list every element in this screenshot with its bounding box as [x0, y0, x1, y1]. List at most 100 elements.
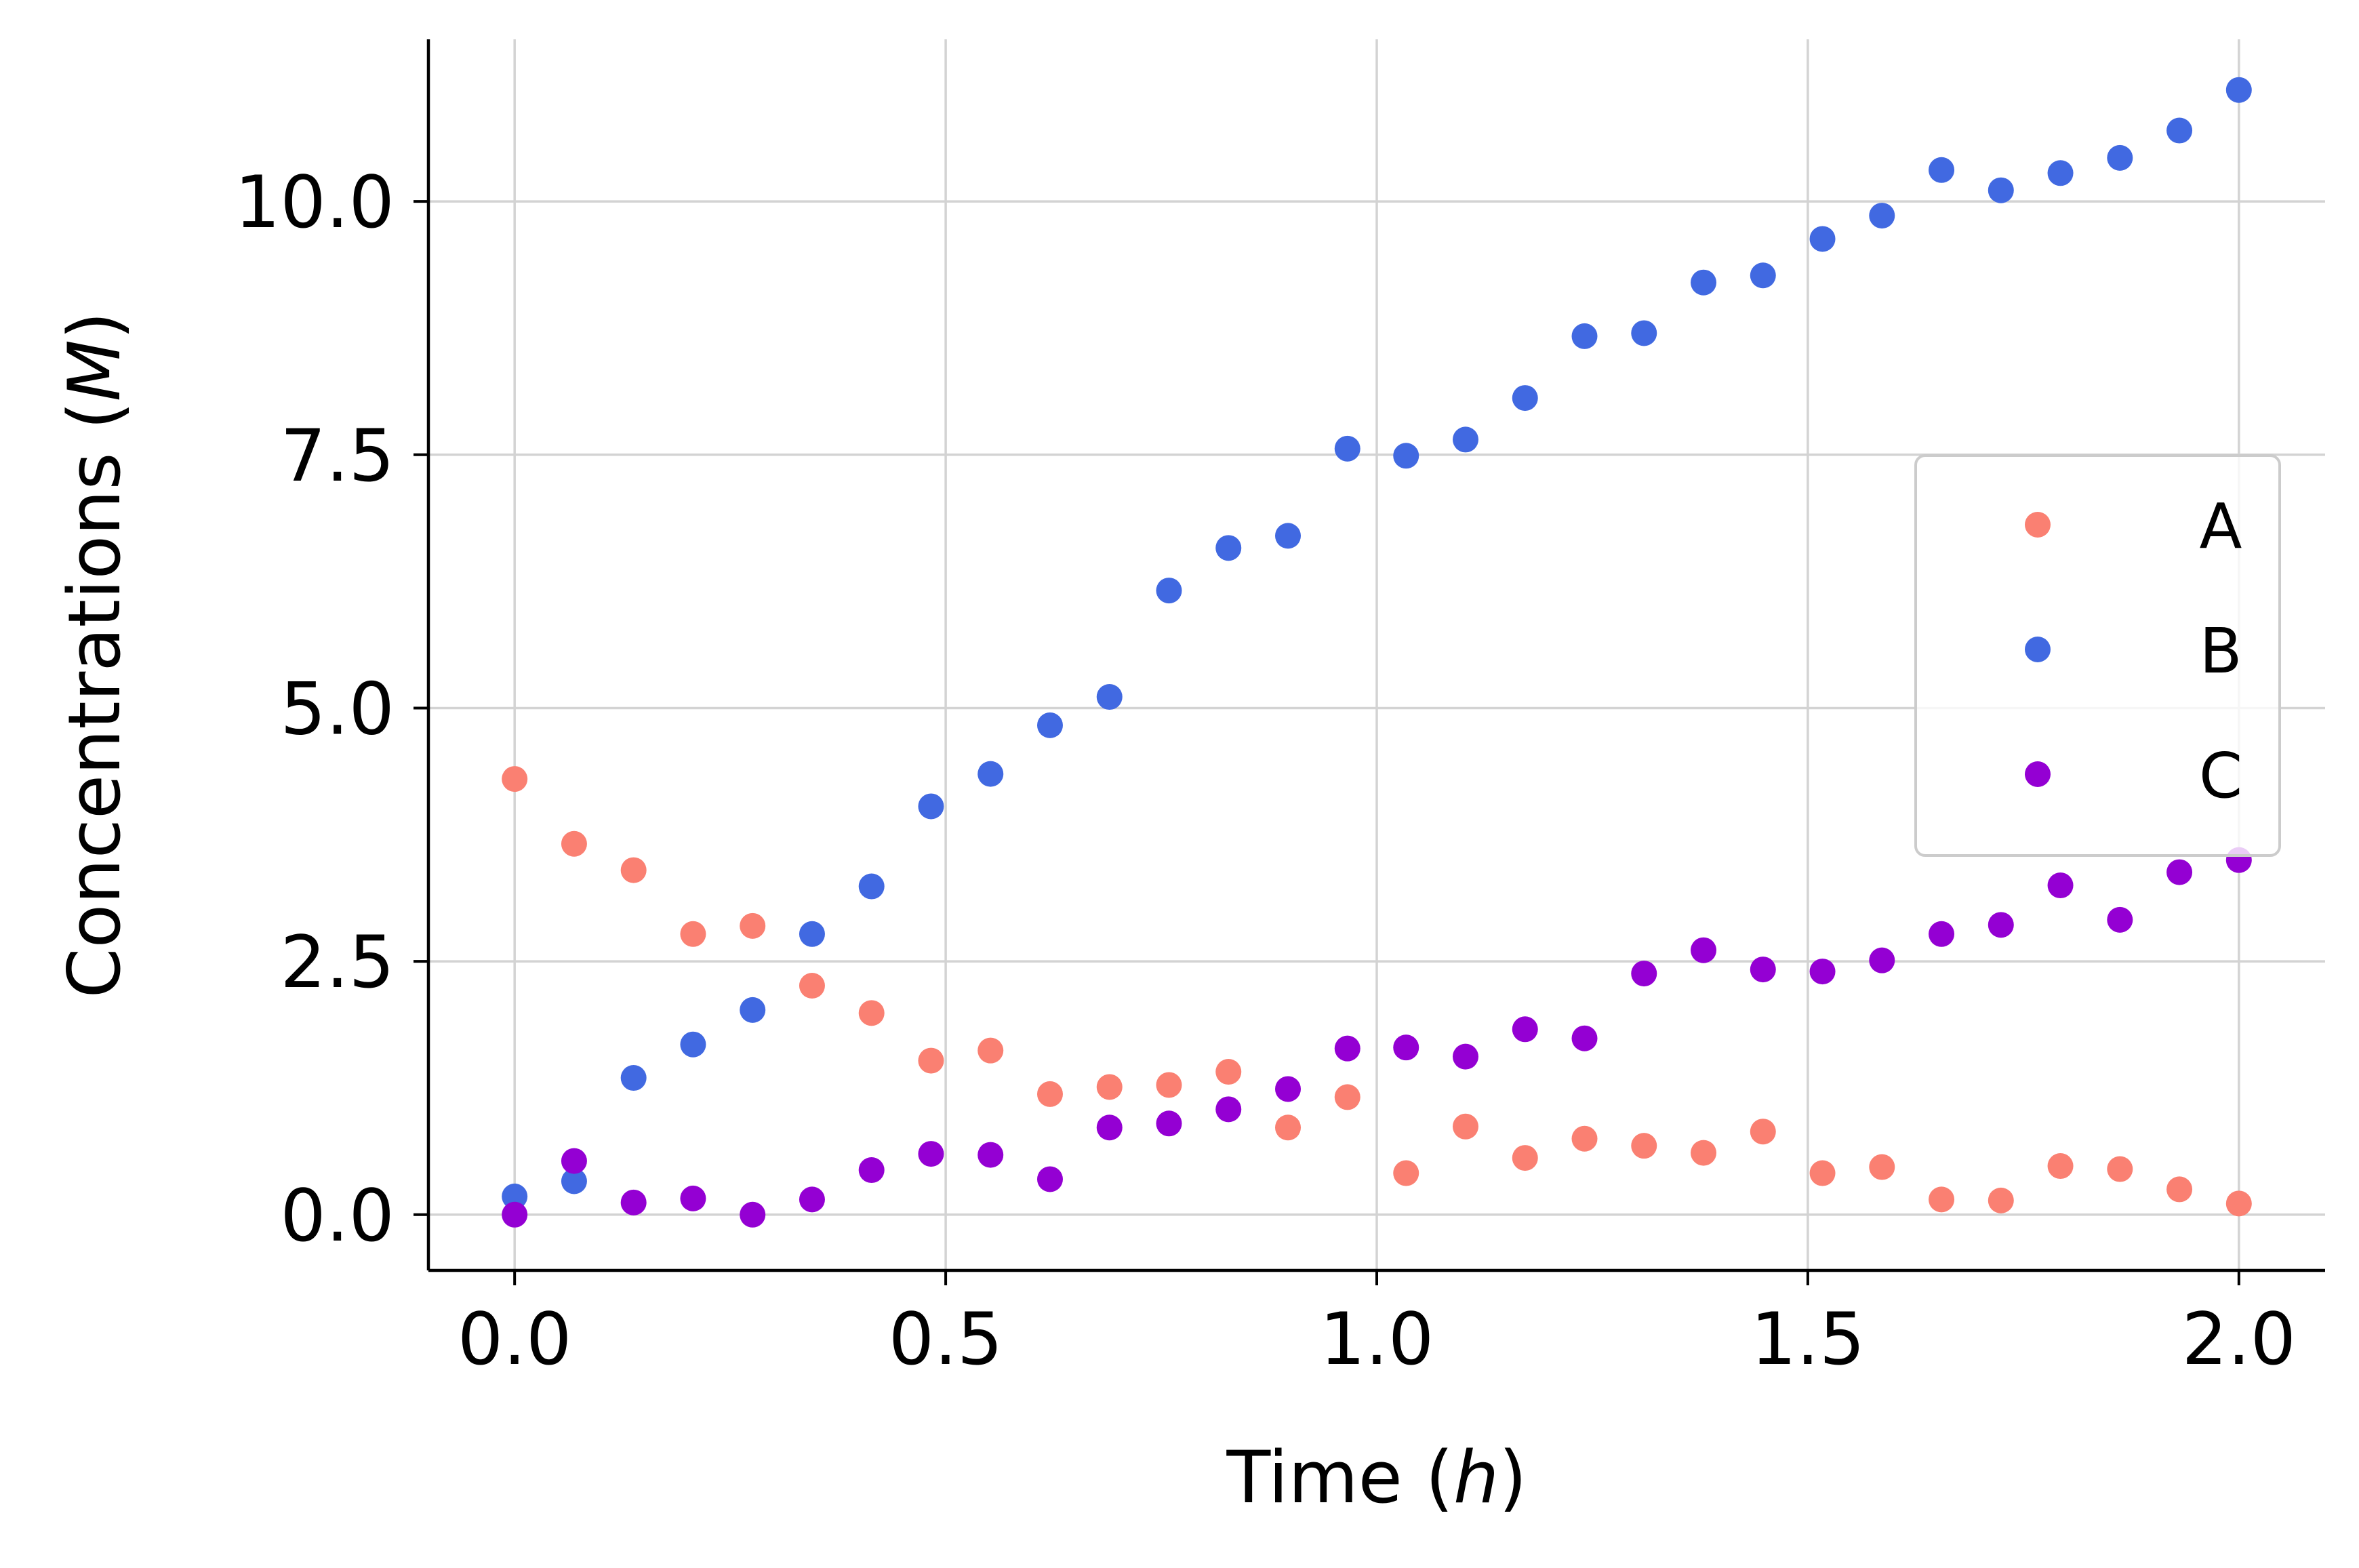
data-point-A [561, 830, 587, 857]
data-point-A [740, 912, 766, 939]
data-point-A [620, 857, 647, 883]
data-point-C [858, 1157, 885, 1184]
legend-marker-B [2025, 637, 2051, 662]
data-point-A [1334, 1084, 1360, 1110]
data-point-B [1750, 262, 1776, 289]
data-point-B [502, 1183, 528, 1209]
legend-label-C: C [2199, 740, 2242, 812]
series-A-points [502, 766, 2252, 1217]
y-tick-label: 5.0 [280, 667, 395, 750]
data-point-A [858, 1000, 885, 1026]
tick-marks-and-labels: 0.0 0.5 1.0 1.5 2.0 0.0 2.5 5.0 7.5 10.0 [235, 161, 2296, 1381]
data-point-A [680, 921, 706, 947]
data-point-C [1156, 1110, 1182, 1137]
data-point-A [2107, 1156, 2133, 1182]
y-tick-label: 7.5 [280, 414, 395, 498]
data-point-B [799, 921, 825, 947]
data-point-C [1096, 1114, 1123, 1141]
data-point-B [1988, 177, 2014, 203]
data-point-C [2166, 859, 2193, 885]
data-point-B [977, 761, 1004, 787]
series-C-points [502, 847, 2252, 1228]
data-point-C [918, 1141, 944, 1167]
data-point-B [1215, 535, 1242, 561]
data-point-B [1809, 226, 1836, 252]
data-point-A [799, 973, 825, 999]
data-point-C [1036, 1166, 1063, 1192]
data-point-A [2047, 1153, 2074, 1180]
y-axis-title: Concentrations (M) [53, 312, 136, 999]
data-point-B [1869, 203, 1895, 229]
data-point-A [1512, 1145, 1538, 1171]
data-point-C [1215, 1096, 1242, 1123]
data-point-B [2047, 160, 2074, 186]
x-tick-label: 0.0 [458, 1298, 572, 1381]
legend: ABC [1914, 454, 2281, 857]
data-point-A [1156, 1072, 1182, 1098]
data-point-A [1036, 1081, 1063, 1107]
data-point-B [1512, 385, 1538, 411]
data-point-A [1096, 1074, 1123, 1100]
data-point-C [799, 1186, 825, 1213]
data-point-A [977, 1037, 1004, 1064]
data-point-A [2225, 1190, 2252, 1217]
data-point-A [1809, 1160, 1836, 1186]
data-point-B [1929, 157, 1955, 183]
data-points [502, 77, 2252, 1228]
data-point-B [740, 997, 766, 1023]
data-point-A [1571, 1125, 1598, 1152]
data-point-B [1275, 523, 1302, 549]
data-point-C [2047, 872, 2074, 899]
x-tick-label: 2.0 [2182, 1298, 2297, 1381]
data-point-B [1631, 320, 1657, 346]
data-point-A [2166, 1176, 2193, 1203]
data-point-A [1631, 1133, 1657, 1159]
data-point-A [1275, 1114, 1302, 1141]
data-point-C [1631, 961, 1657, 987]
data-point-B [1096, 684, 1123, 710]
data-point-B [1036, 712, 1063, 738]
data-point-C [1691, 937, 1717, 963]
data-point-A [1215, 1059, 1242, 1085]
data-point-C [1512, 1016, 1538, 1043]
data-point-B [2107, 144, 2133, 171]
data-point-C [1869, 947, 1895, 973]
legend-marker-A [2025, 512, 2051, 538]
data-point-B [918, 793, 944, 820]
x-tick-label: 0.5 [889, 1298, 1003, 1381]
data-point-C [1393, 1034, 1419, 1061]
y-tick-label: 10.0 [235, 161, 395, 244]
data-point-A [1988, 1187, 2014, 1213]
data-point-C [1988, 912, 2014, 938]
data-point-C [502, 1201, 528, 1228]
data-point-C [620, 1189, 647, 1215]
data-point-B [2166, 117, 2193, 144]
data-point-C [1750, 957, 1776, 983]
x-tick-label: 1.0 [1320, 1298, 1434, 1381]
data-point-A [502, 766, 528, 792]
y-tick-label: 2.5 [280, 921, 395, 1004]
data-point-B [561, 1168, 587, 1194]
data-point-B [1334, 435, 1360, 462]
x-axis-title: Time (h) [1226, 1436, 1527, 1519]
data-point-C [2107, 906, 2133, 933]
data-point-C [1334, 1035, 1360, 1062]
data-point-C [680, 1185, 706, 1211]
data-point-B [680, 1031, 706, 1058]
data-point-B [1691, 269, 1717, 296]
data-point-A [1691, 1140, 1717, 1166]
data-point-A [1869, 1154, 1895, 1180]
data-point-C [1452, 1043, 1478, 1070]
data-point-B [1452, 426, 1478, 453]
data-point-B [620, 1065, 647, 1091]
data-point-B [858, 873, 885, 900]
data-point-A [1452, 1113, 1478, 1140]
legend-label-B: B [2199, 615, 2242, 687]
legend-marker-C [2025, 761, 2051, 787]
legend-frame [1914, 454, 2281, 857]
data-point-C [977, 1142, 1004, 1168]
x-tick-label: 1.5 [1751, 1298, 1866, 1381]
data-point-A [918, 1047, 944, 1074]
data-point-C [1929, 921, 1955, 947]
